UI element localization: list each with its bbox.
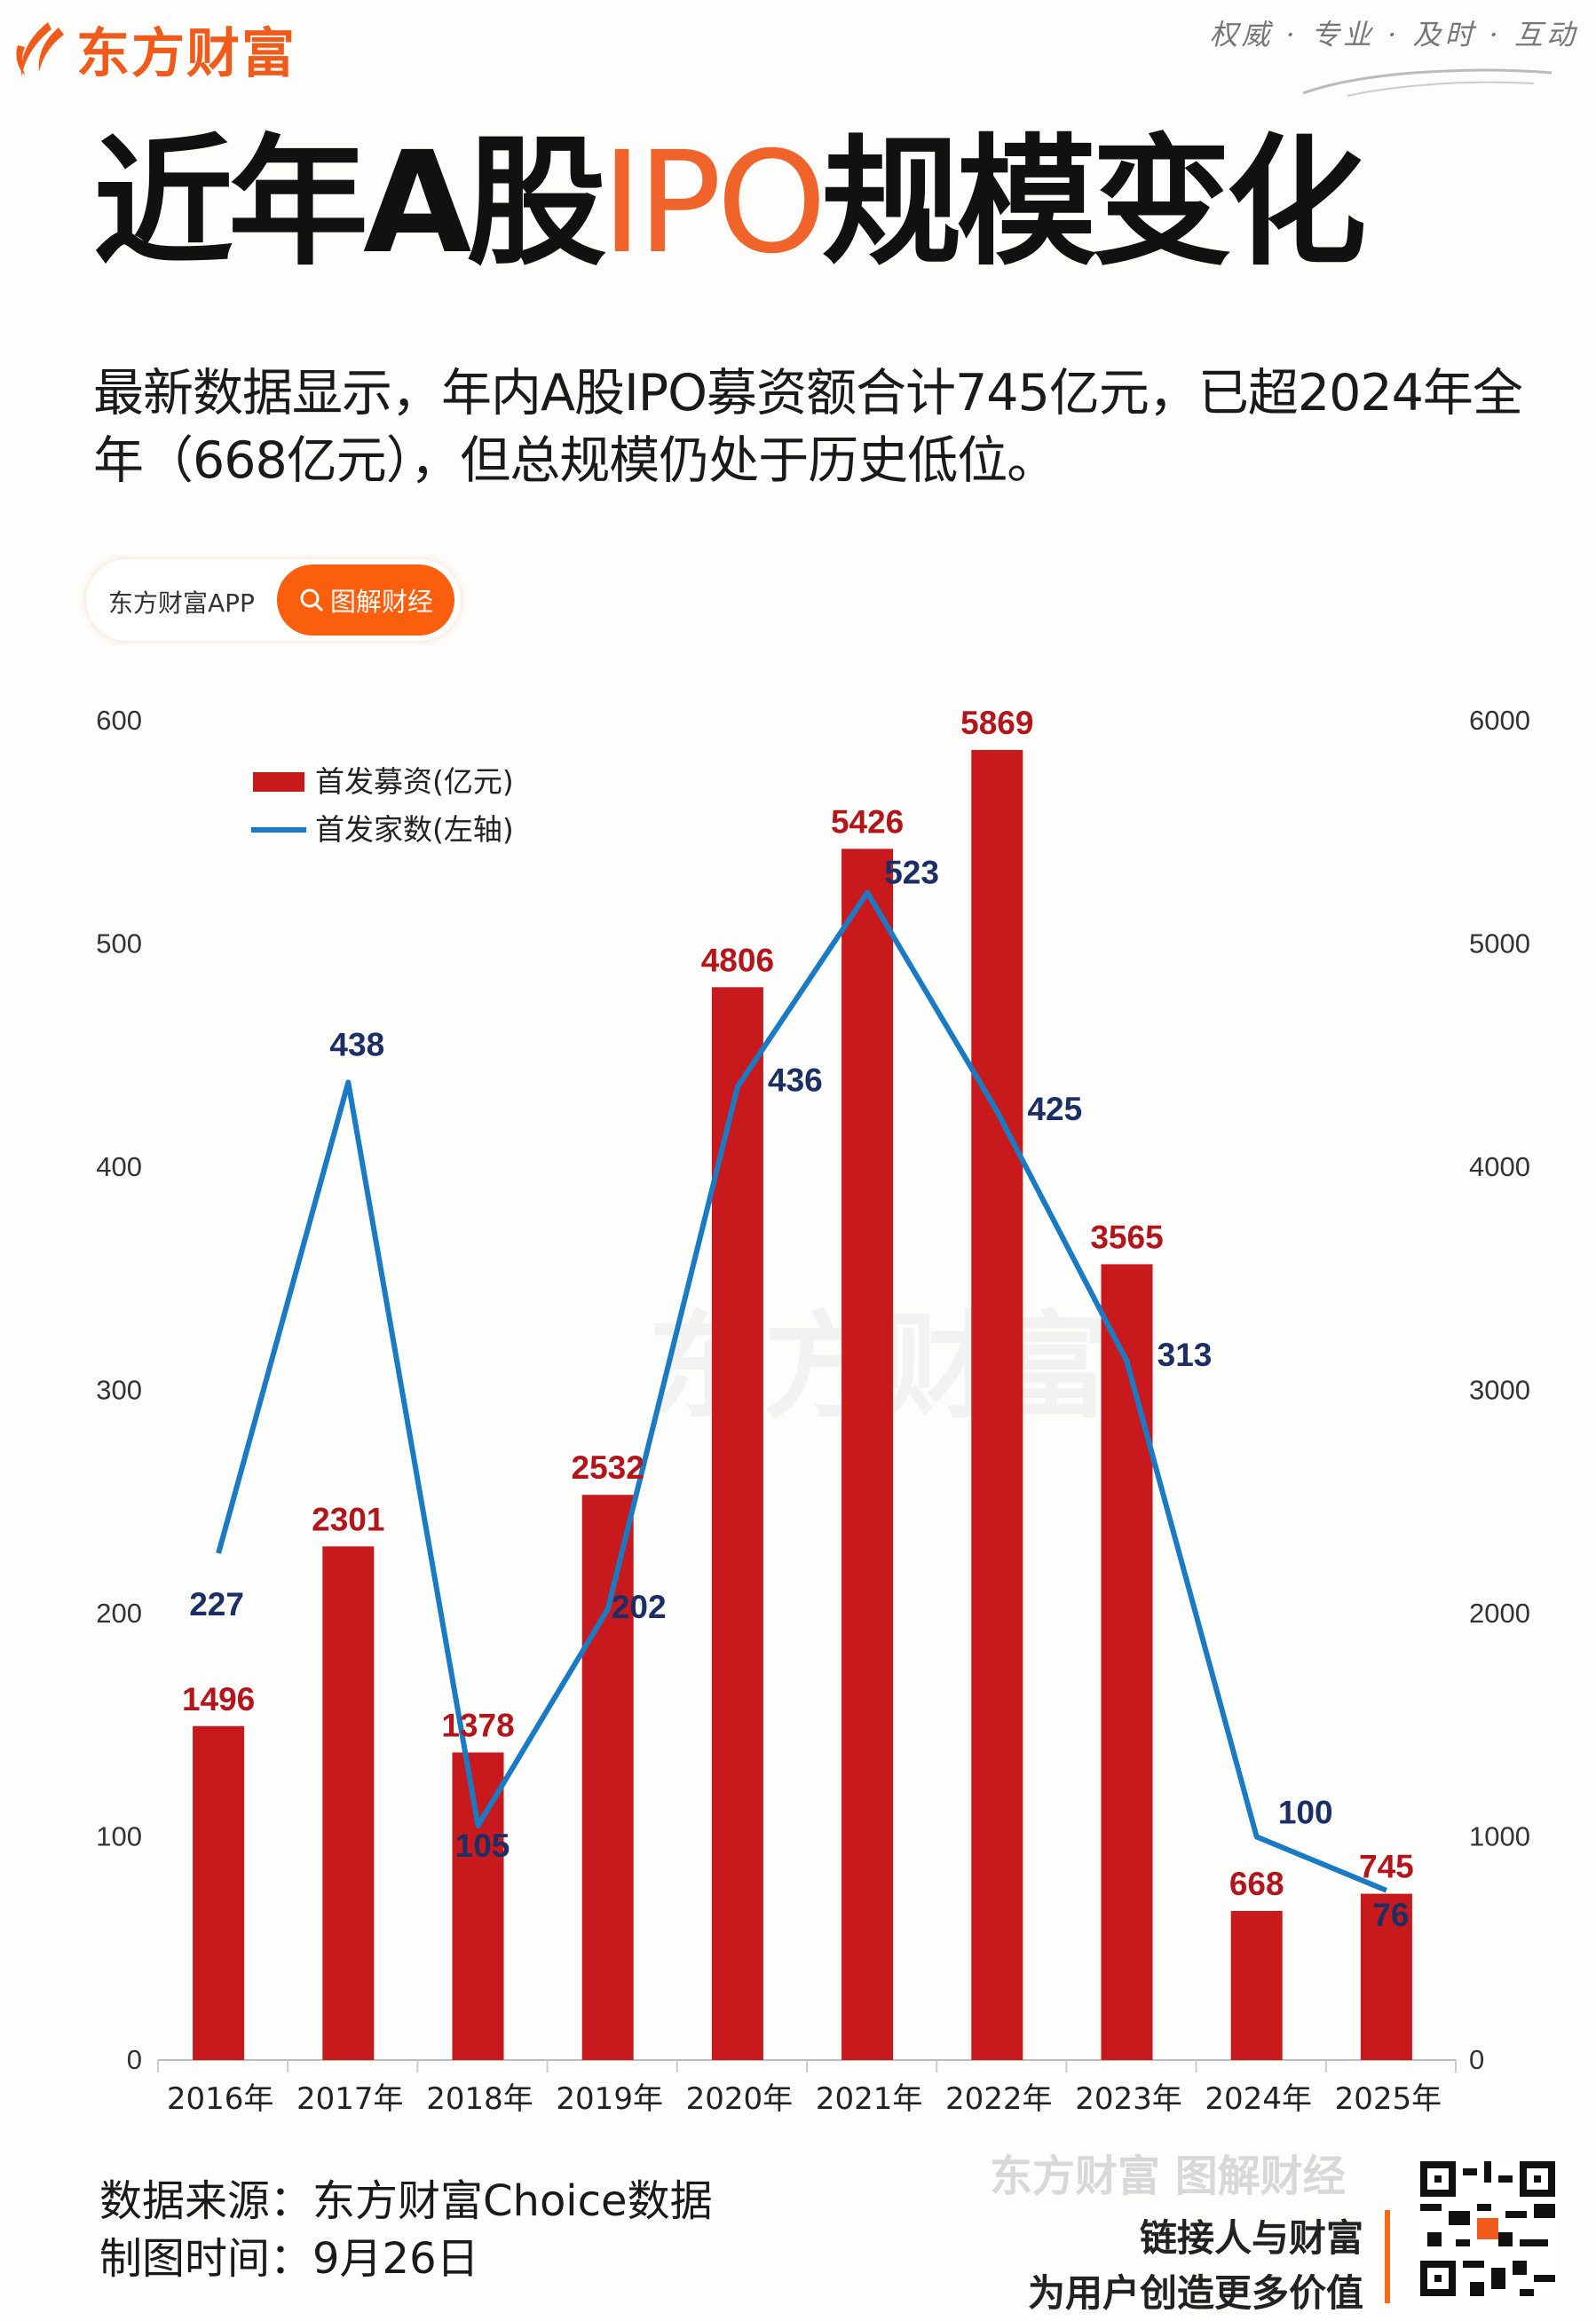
- qr-code-icon[interactable]: [1420, 2159, 1555, 2299]
- bar-value-label: 5869: [960, 705, 1033, 741]
- bar-2019年: [581, 1495, 634, 2060]
- line-value-label: 76: [1372, 1897, 1409, 1933]
- category-label: 2022年: [945, 2081, 1053, 2117]
- category-label: 2017年: [296, 2081, 404, 2117]
- left-axis-tick: 0: [127, 2044, 142, 2075]
- tagline-2: 为用户创造更多价值: [1027, 2271, 1363, 2315]
- bar-2018年: [452, 1752, 504, 2060]
- right-axis-tick: 1000: [1469, 1821, 1530, 1852]
- right-axis-tick: 5000: [1469, 928, 1530, 959]
- category-label: 2020年: [686, 2081, 794, 2117]
- bar-value-label: 668: [1229, 1866, 1284, 1902]
- bar-value-label: 1378: [441, 1707, 514, 1743]
- line-value-label: 438: [329, 1026, 384, 1062]
- brand-name: 东方财富: [76, 23, 296, 85]
- tujie-caijing-button[interactable]: 图解财经: [277, 564, 454, 636]
- right-axis-tick: 3000: [1469, 1375, 1530, 1406]
- bar-2016年: [193, 1725, 245, 2060]
- search-icon: [300, 588, 324, 612]
- legend-bar-label: 首发募资(亿元): [315, 764, 514, 799]
- accent-divider: [1385, 2210, 1390, 2303]
- category-label: 2018年: [426, 2081, 533, 2117]
- left-axis-tick: 600: [96, 705, 142, 736]
- right-axis-tick: 2000: [1469, 1598, 1530, 1629]
- bar-value-label: 2532: [572, 1449, 644, 1486]
- bar-value-label: 4806: [701, 942, 774, 978]
- bar-2022年: [971, 749, 1023, 2060]
- line-value-label: 313: [1157, 1337, 1213, 1373]
- category-label: 2025年: [1335, 2081, 1442, 2117]
- chart-date: 制图时间：9月26日: [99, 2234, 479, 2284]
- line-value-label: 100: [1278, 1795, 1333, 1831]
- left-axis-tick: 500: [96, 928, 142, 959]
- app-pill: 东方财富APP 图解财经: [86, 559, 461, 641]
- app-label: 东方财富APP: [108, 588, 255, 618]
- line-series-ipo-count: [216, 889, 1388, 1893]
- bar-2021年: [841, 849, 894, 2060]
- tagline-1: 链接人与财富: [1139, 2216, 1363, 2260]
- bar-2020年: [711, 987, 763, 2060]
- right-axis-tick: 4000: [1469, 1151, 1530, 1182]
- footer-watermark: 东方财富 图解财经: [990, 2151, 1346, 2201]
- data-source: 数据来源：东方财富Choice数据: [99, 2176, 713, 2226]
- legend-bar-swatch: [253, 772, 304, 792]
- title-part1: 近年A股: [93, 122, 606, 285]
- title-highlight: IPO: [601, 122, 826, 285]
- right-axis-tick: 0: [1469, 2044, 1484, 2075]
- line-value-label: 105: [455, 1828, 510, 1864]
- bar-2025年: [1360, 1893, 1412, 2060]
- bar-value-label: 1496: [182, 1681, 255, 1717]
- line-value-label: 523: [884, 855, 939, 891]
- legend-line-label: 首发家数(左轴): [315, 812, 514, 847]
- title-part2: 规模变化: [821, 122, 1367, 285]
- line-value-label: 425: [1027, 1091, 1082, 1127]
- button-label: 图解财经: [329, 587, 433, 617]
- right-axis-tick: 6000: [1469, 705, 1530, 736]
- brand-logo: 东方财富: [12, 11, 296, 88]
- left-axis-tick: 200: [96, 1598, 142, 1629]
- line-value-label: 227: [189, 1586, 244, 1622]
- bar-2017年: [322, 1546, 375, 2060]
- category-label: 2021年: [816, 2081, 923, 2117]
- ipo-chart: 东方财富010020030040050060001000200030004000…: [96, 705, 1530, 2117]
- flame-logo-icon: [16, 21, 64, 77]
- bar-2023年: [1101, 1264, 1153, 2060]
- left-axis-tick: 300: [96, 1375, 142, 1406]
- bar-value-label: 2301: [312, 1501, 384, 1537]
- line-value-label: 202: [612, 1589, 667, 1625]
- bar-value-label: 745: [1359, 1849, 1414, 1885]
- category-label: 2016年: [167, 2081, 274, 2117]
- category-label: 2024年: [1205, 2081, 1312, 2117]
- left-axis-tick: 400: [96, 1151, 142, 1182]
- bar-2024年: [1230, 1910, 1283, 2060]
- bar-value-label: 5426: [831, 803, 904, 840]
- subtitle: 最新数据显示，年内A股IPO募资额合计745亿元，已超2024年全年（668亿元…: [93, 364, 1523, 490]
- swoosh-decoration: [1302, 68, 1553, 97]
- left-axis-tick: 100: [96, 1821, 142, 1852]
- slogan: 权威 · 专业 · 及时 · 互动: [1209, 18, 1578, 51]
- page-title: 近年A股IPO规模变化: [93, 133, 1367, 273]
- line-value-label: 436: [768, 1062, 823, 1098]
- bar-value-label: 3565: [1090, 1219, 1163, 1255]
- category-label: 2023年: [1075, 2081, 1182, 2117]
- category-label: 2019年: [556, 2081, 663, 2117]
